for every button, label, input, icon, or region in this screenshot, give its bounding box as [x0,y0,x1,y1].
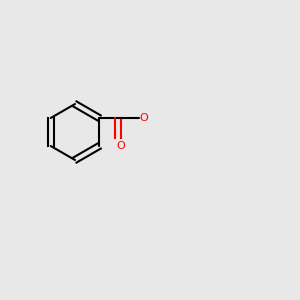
Text: O: O [140,113,148,123]
Text: O: O [117,141,126,151]
